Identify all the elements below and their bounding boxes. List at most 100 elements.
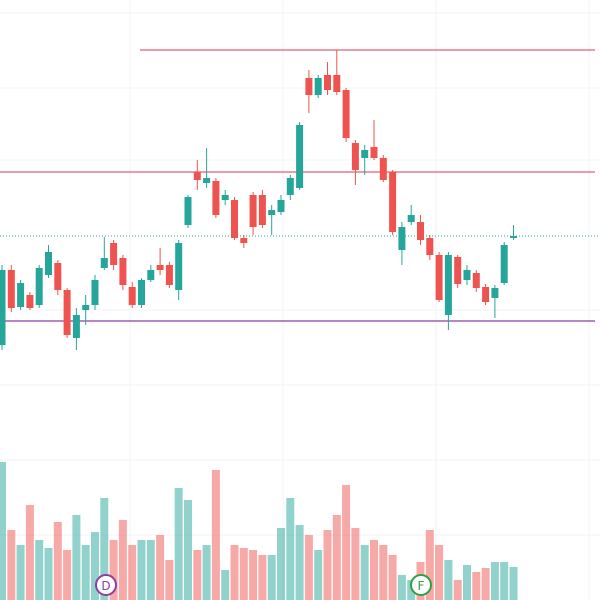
- volume-bar: [425, 530, 434, 600]
- event-marker: F: [410, 574, 432, 596]
- candle: [454, 255, 462, 288]
- candle: [54, 260, 62, 295]
- candle: [7, 265, 15, 312]
- candle-body: [361, 150, 369, 158]
- volume-bar: [118, 520, 127, 600]
- candle: [333, 50, 341, 95]
- candle: [203, 148, 211, 188]
- candle: [156, 248, 164, 275]
- candle: [35, 265, 43, 308]
- candle: [435, 252, 443, 302]
- candle-body: [240, 238, 248, 243]
- candle-body: [72, 315, 80, 338]
- volume-bar: [156, 535, 165, 600]
- candle-body: [314, 78, 322, 95]
- volume-bar: [249, 550, 258, 600]
- candle-body: [54, 263, 62, 290]
- candle: [305, 70, 313, 113]
- volume-bar: [277, 528, 285, 600]
- candle-body: [147, 270, 155, 280]
- candle-body: [324, 75, 331, 90]
- candle-body: [417, 222, 424, 240]
- candle: [82, 295, 90, 325]
- candle-body: [472, 273, 480, 288]
- volume-bar: [258, 555, 267, 600]
- volume-bar: [7, 530, 16, 600]
- volume-bar: [72, 515, 81, 600]
- marker-label: F: [418, 579, 425, 593]
- candle-body: [63, 290, 71, 335]
- volume-bar: [314, 550, 323, 600]
- candle-body: [17, 283, 25, 307]
- candle: [193, 160, 201, 190]
- candle-body: [26, 295, 34, 308]
- volume-bar: [351, 528, 360, 600]
- candle: [324, 62, 331, 95]
- candle-body: [203, 178, 211, 183]
- candle: [100, 237, 108, 270]
- candle-body: [91, 280, 99, 305]
- candle: [26, 292, 34, 310]
- candle: [175, 240, 183, 300]
- candle-body: [7, 270, 15, 308]
- candle: [342, 88, 350, 142]
- volume-bar: [202, 545, 211, 600]
- volume-bar: [221, 570, 230, 600]
- volume-bar: [360, 545, 369, 600]
- candle-body: [45, 252, 52, 275]
- volume-bar: [0, 462, 6, 600]
- candle-body: [286, 178, 294, 195]
- candle-body: [444, 255, 452, 315]
- candle: [472, 270, 480, 292]
- candle-body: [333, 75, 341, 92]
- volume-pane: [0, 462, 518, 600]
- candle-body: [463, 270, 471, 280]
- candle-body: [510, 236, 517, 238]
- candle-body: [0, 270, 6, 345]
- marker-circle: [410, 574, 432, 596]
- volume-bar: [490, 562, 499, 600]
- candle: [0, 265, 6, 350]
- candle-body: [277, 200, 285, 212]
- volume-bar: [342, 485, 351, 600]
- candle: [165, 262, 173, 288]
- candle: [370, 120, 378, 160]
- candle: [119, 255, 127, 290]
- candle-body: [165, 265, 173, 285]
- candle: [110, 240, 118, 270]
- candle: [268, 205, 276, 235]
- marker-label: D: [101, 579, 110, 593]
- candle-body: [110, 243, 118, 265]
- volume-bar: [63, 550, 72, 600]
- volume-bar: [481, 568, 490, 600]
- candle: [72, 308, 80, 350]
- volume-bar: [407, 580, 416, 600]
- candle: [147, 265, 155, 282]
- volume-bar: [193, 550, 202, 600]
- candle-body: [389, 172, 397, 232]
- candle: [17, 280, 25, 310]
- volume-bar: [323, 530, 332, 600]
- volume-bar: [165, 560, 174, 600]
- candle-body: [138, 280, 145, 305]
- candle: [240, 235, 248, 248]
- candle-body: [379, 158, 387, 180]
- candle: [463, 265, 471, 285]
- candle: [184, 195, 192, 228]
- volume-bar: [444, 560, 453, 600]
- marker-circle: [95, 574, 117, 596]
- candle-body: [426, 238, 434, 255]
- candle: [91, 275, 99, 310]
- candle: [314, 75, 322, 98]
- candle-body: [351, 143, 359, 170]
- volume-bar: [100, 498, 109, 600]
- event-marker: D: [95, 574, 117, 596]
- volume-bar: [370, 540, 378, 600]
- volume-bar: [267, 555, 276, 600]
- volume-bar: [509, 567, 518, 600]
- volume-bar: [174, 488, 183, 600]
- candle: [249, 192, 257, 235]
- volume-bar: [25, 505, 34, 600]
- candle-body: [100, 258, 108, 268]
